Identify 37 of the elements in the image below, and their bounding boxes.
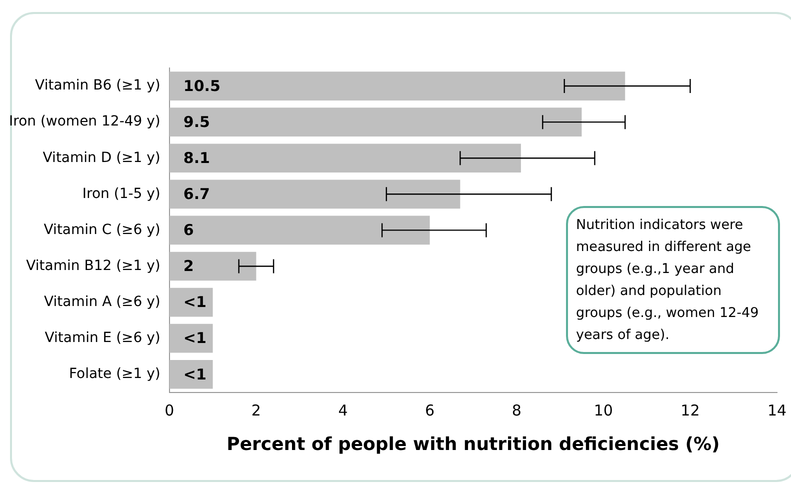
x-axis-title: Percent of people with nutrition deficiencies (%)	[226, 434, 720, 455]
bar	[169, 324, 213, 353]
y-tick-label: Iron (1-5 y)	[82, 186, 160, 202]
y-tick-label: Vitamin B12 (≥1 y)	[26, 258, 160, 274]
y-tick-label: Vitamin A (≥6 y)	[44, 294, 160, 310]
bar	[169, 288, 213, 317]
bar	[169, 72, 626, 100]
bar	[169, 180, 460, 209]
bar	[169, 252, 256, 281]
y-tick-label: Iron (women 12-49 y)	[8, 114, 160, 130]
x-tick-label: 2	[251, 401, 261, 420]
data-label: 8.1	[183, 149, 210, 167]
y-tick-label: Vitamin B6 (≥1 y)	[35, 78, 160, 94]
data-label: 9.5	[183, 112, 210, 131]
x-tick-label: 4	[338, 401, 348, 420]
data-label: <1	[183, 329, 206, 348]
x-tick-label: 10	[594, 401, 613, 420]
y-tick-label: Vitamin E (≥6 y)	[44, 330, 160, 346]
annotation: Nutrition indicators were measured in different age groups (e.g.,1 year and older) and population groups (e.g., women 12-49 years of age).	[566, 206, 780, 354]
data-label: <1	[183, 365, 206, 384]
x-tick-label: 6	[425, 401, 435, 420]
x-tick-label: 12	[680, 401, 700, 420]
x-tick-label: 14	[767, 401, 787, 420]
x-tick-label: 8	[512, 401, 522, 420]
y-tick-label: Vitamin C (≥6 y)	[44, 222, 160, 238]
bar	[169, 360, 213, 389]
y-tick-label: Vitamin D (≥1 y)	[42, 150, 160, 166]
bar	[169, 144, 521, 173]
y-tick-label: Folate (≥1 y)	[68, 366, 160, 382]
bar	[169, 108, 582, 136]
bar	[169, 216, 430, 245]
data-label: 6.7	[183, 185, 210, 204]
x-tick-label: 0	[164, 401, 174, 420]
data-label: 2	[183, 257, 194, 276]
data-label: <1	[183, 293, 206, 312]
data-label: 6	[183, 221, 194, 240]
data-label: 10.5	[183, 76, 220, 95]
